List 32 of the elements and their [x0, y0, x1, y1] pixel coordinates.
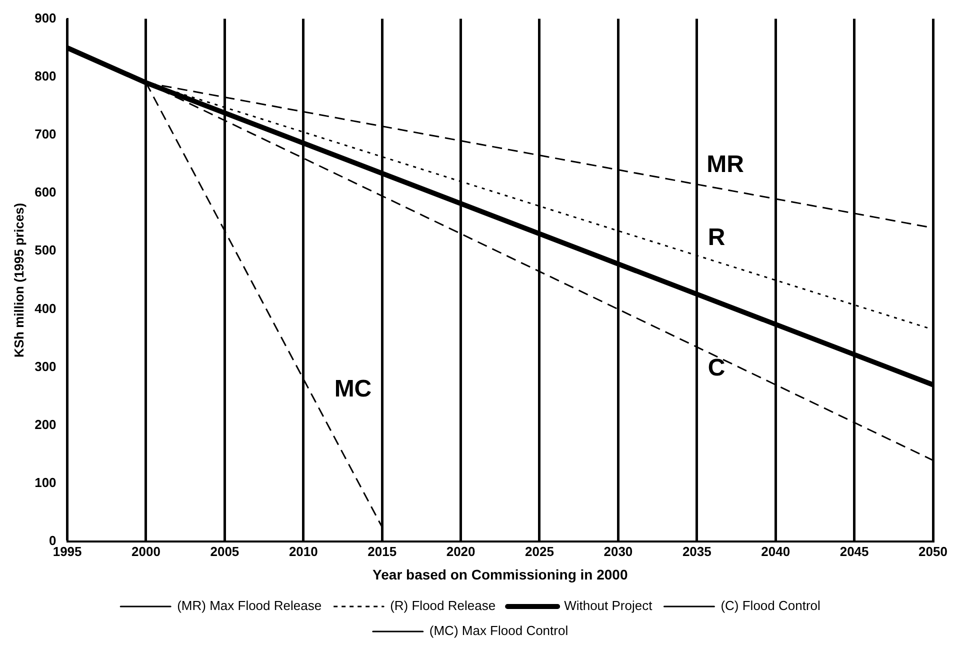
legend-label: Without Project: [564, 598, 653, 614]
y-tick-label: 600: [34, 184, 56, 200]
y-tick-label: 400: [34, 300, 56, 316]
y-tick-label: 0: [49, 533, 56, 548]
x-tick-label: 2020: [446, 544, 476, 559]
legend-label: (C) Flood Control: [720, 598, 821, 614]
y-axis-title: KSh million (1995 prices): [11, 202, 26, 358]
legend-label: (MC) Max Flood Control: [429, 623, 568, 638]
annotation: MC: [334, 376, 372, 403]
y-tick-label: 900: [34, 10, 56, 26]
annotation: C: [708, 354, 726, 382]
x-tick-label: 2040: [761, 544, 790, 559]
y-tick-label: 500: [34, 242, 56, 258]
x-tick-label: 2050: [918, 544, 948, 559]
x-tick-label: 2010: [288, 544, 318, 559]
x-tick-label: 2025: [525, 544, 554, 559]
legend-label: (R) Flood Release: [390, 598, 496, 614]
y-tick-label: 300: [34, 358, 56, 374]
legend-label: (MR) Max Flood Release: [177, 598, 322, 614]
x-tick-label: 2030: [604, 544, 633, 559]
y-tick-label: 100: [34, 475, 56, 490]
x-axis-title: Year based on Commissioning in 2000: [372, 566, 628, 582]
annotation: R: [708, 224, 726, 251]
y-tick-label: 700: [34, 126, 56, 142]
x-tick-label: 2005: [210, 544, 240, 559]
x-tick-label: 2045: [840, 544, 869, 559]
x-tick-label: 2015: [368, 544, 397, 559]
y-tick-label: 200: [34, 417, 56, 432]
x-tick-label: 2035: [682, 544, 712, 559]
y-tick-label: 800: [34, 68, 56, 84]
annotation: MR: [706, 150, 744, 178]
x-tick-label: 2000: [132, 544, 160, 559]
